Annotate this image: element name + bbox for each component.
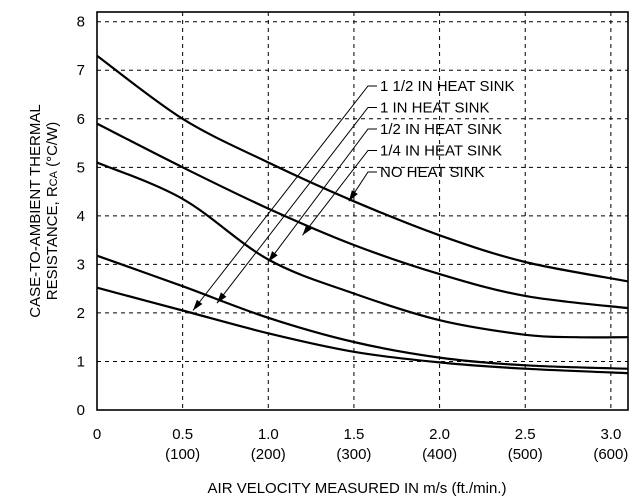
legend-label-1-1-2-in: 1 1/2 IN HEAT SINK — [380, 78, 515, 95]
x-tick-label-secondary: (400) — [422, 446, 457, 463]
x-tick-label: 0 — [93, 426, 101, 443]
curve-1-4-in — [96, 122, 629, 310]
x-axis-label: AIR VELOCITY MEASURED IN m/s (ft./min.) — [208, 480, 507, 497]
grid-layer — [97, 12, 628, 410]
legend-label-1-in: 1 IN HEAT SINK — [380, 100, 489, 117]
y-tick-label: 8 — [77, 14, 85, 31]
arrowhead-1-1-2-in — [192, 299, 203, 311]
leader-line-1-1-2-in — [192, 85, 377, 311]
legend-layer: 1 1/2 IN HEAT SINK 1 IN HEAT SINK 1/2 IN H… — [192, 78, 515, 311]
legend-label-1-4-in: 1/4 IN HEAT SINK — [380, 143, 502, 160]
tick-layer: 0 1 2 3 4 5 6 7 8 0 0.5 (100) 1.0 (200) 1.5 (300) 2.0 (40… — [77, 14, 629, 463]
y-tick-label: 1 — [77, 353, 85, 370]
y-tick-label: 3 — [77, 256, 85, 273]
x-tick-label-secondary: (600) — [593, 446, 628, 463]
x-tick-label: 2.5 — [515, 426, 536, 443]
x-tick-label: 3.0 — [600, 426, 621, 443]
y-tick-label: 4 — [77, 208, 85, 225]
y-tick-label: 2 — [77, 305, 85, 322]
curve-1-1-2-in — [96, 286, 629, 375]
y-tick-label: 7 — [77, 62, 85, 79]
legend-label-1-2-in: 1/2 IN HEAT SINK — [380, 121, 502, 138]
plot-frame — [96, 11, 629, 411]
y-axis-label-line-1: CASE-TO-AMBIENT THERMAL — [27, 104, 44, 317]
arrowhead-1-2-in — [268, 251, 278, 262]
x-tick-label-secondary: (500) — [508, 446, 543, 463]
x-tick-label-secondary: (100) — [165, 446, 200, 463]
curve-1-2-in — [96, 161, 629, 339]
curve-1-in — [96, 254, 629, 370]
legend-label-no-sink: NO HEAT SINK — [380, 164, 484, 181]
y-tick-label: 6 — [77, 111, 85, 128]
leader-line-1-2-in — [267, 128, 377, 263]
y-axis-label-main: RESISTANCE, R — [44, 186, 61, 300]
curve-no-sink — [96, 54, 629, 283]
arrowhead-1-in — [216, 292, 227, 304]
x-tick-label-secondary: (200) — [251, 446, 286, 463]
x-tick-label-secondary: (300) — [336, 446, 371, 463]
y-axis-label-subscript: CA — [48, 170, 60, 186]
arrowhead-no-sink — [348, 190, 358, 202]
x-tick-label: 1.0 — [258, 426, 279, 443]
y-axis-label-line-2: RESISTANCE, RCA (°C/W) — [44, 122, 61, 301]
x-tick-label: 0.5 — [172, 426, 193, 443]
leader-line-no-sink — [348, 171, 377, 202]
y-tick-label: 5 — [77, 159, 85, 176]
leader-line-1-4-in — [302, 150, 377, 236]
arrowhead-1-4-in — [302, 224, 312, 236]
leader-line-1-in — [216, 107, 377, 304]
y-tick-label: 0 — [77, 402, 85, 419]
curve-layer — [96, 54, 629, 375]
x-tick-label: 2.0 — [429, 426, 450, 443]
x-tick-label: 1.5 — [344, 426, 365, 443]
y-axis-label-unit: (°C/W) — [44, 122, 61, 171]
